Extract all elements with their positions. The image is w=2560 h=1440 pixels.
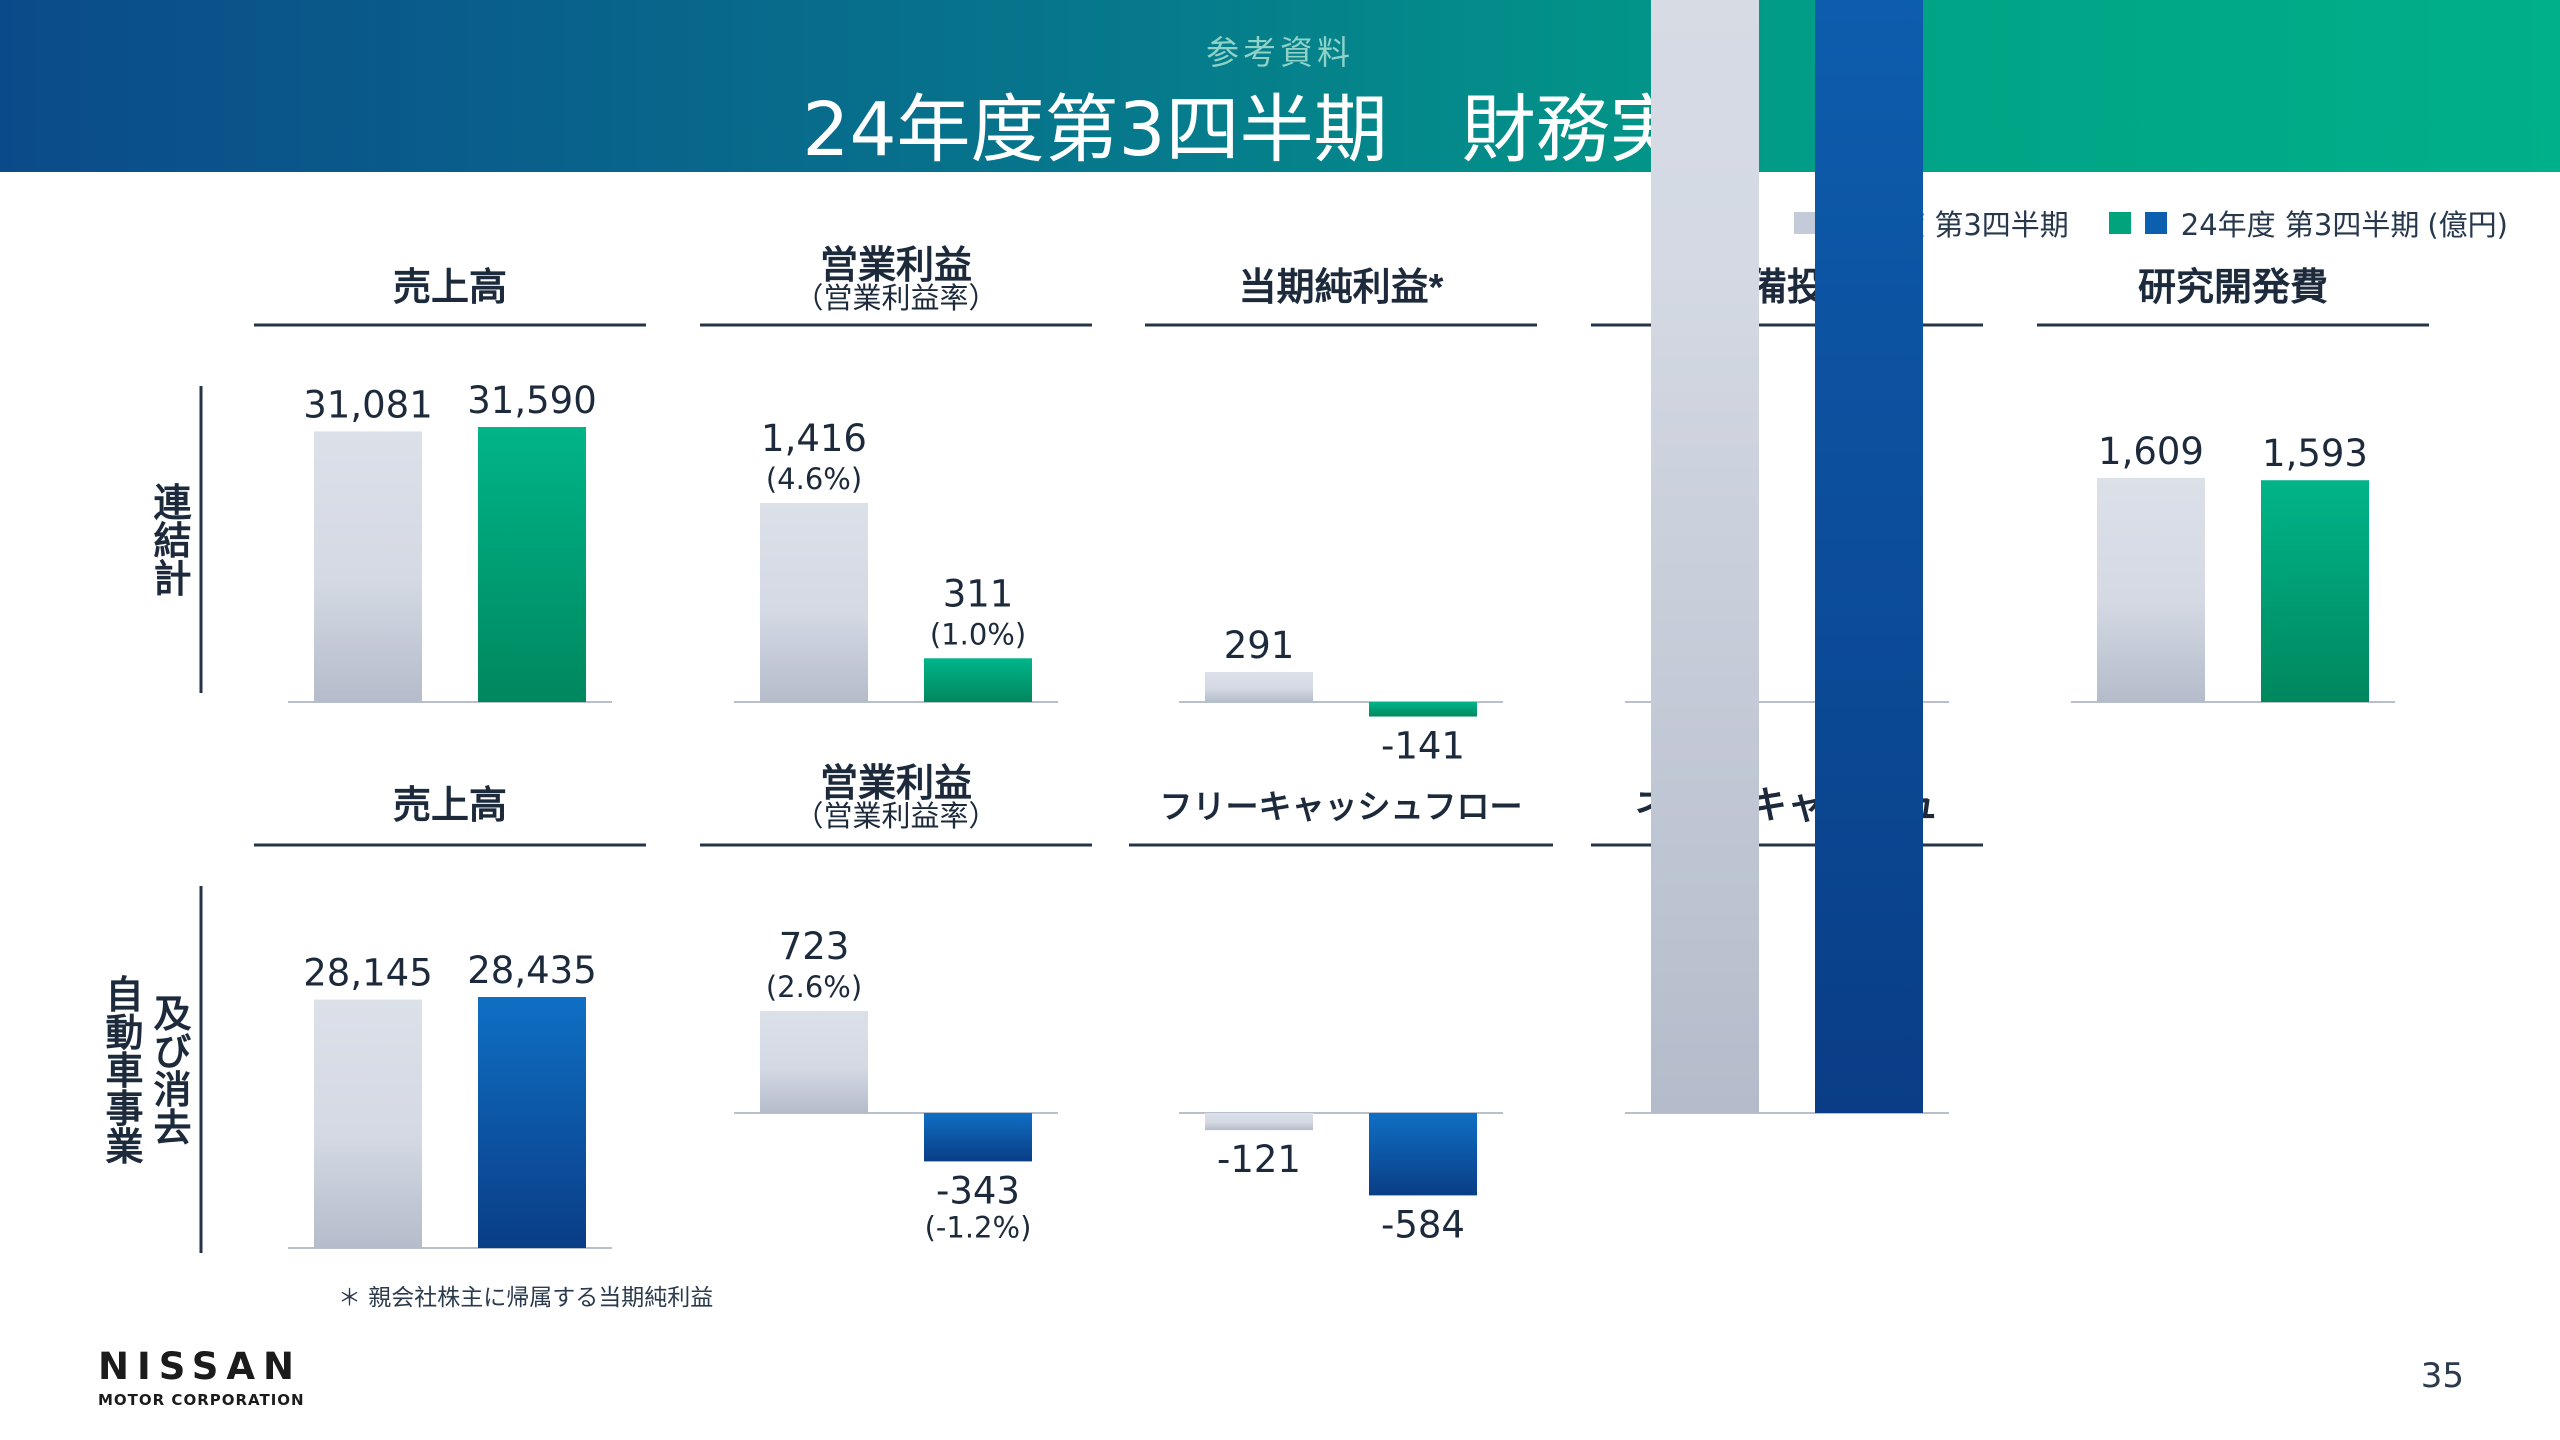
data-label: 31,081 xyxy=(303,383,432,426)
data-label: -584 xyxy=(1381,1203,1465,1246)
legend-unit: (億円) xyxy=(2427,208,2508,242)
bar-curr xyxy=(478,997,586,1248)
data-label-pct: (4.6%) xyxy=(766,462,862,496)
bar-curr xyxy=(1815,0,1923,1113)
data-label: -141 xyxy=(1381,725,1465,768)
page-number: 35 xyxy=(2420,1356,2464,1396)
chart-title: 営業利益 xyxy=(820,245,972,287)
legend-label-curr: 24年度 第3四半期 xyxy=(2180,208,2420,242)
bar-prev xyxy=(314,999,422,1248)
bar-prev xyxy=(2097,478,2205,702)
bar-prev xyxy=(1205,672,1313,702)
chart-title: 売上高 xyxy=(393,785,507,827)
data-label-pct: (2.6%) xyxy=(766,970,862,1004)
data-label: 311 xyxy=(943,572,1014,615)
data-label-pct: (1.0%) xyxy=(930,617,1026,651)
nissan-logo: NISSAN MOTOR CORPORATION xyxy=(98,1348,305,1409)
data-label: -121 xyxy=(1217,1138,1301,1181)
row-label: 及び消去 xyxy=(147,994,191,1146)
data-label: 28,145 xyxy=(303,952,432,995)
row-label: 自動車事業 xyxy=(99,975,143,1165)
bar-prev xyxy=(1651,0,1759,1114)
chart-title: フリーキャッシュフロー xyxy=(1160,788,1523,825)
chart-title: 当期純利益* xyxy=(1239,267,1444,309)
chart-title: 営業利益 xyxy=(820,763,972,805)
logo-wordmark: NISSAN xyxy=(98,1345,302,1388)
chart-title: 売上高 xyxy=(393,267,507,309)
bar-prev xyxy=(1205,1113,1313,1131)
bar-prev xyxy=(314,431,422,702)
data-label: 31,590 xyxy=(467,379,596,422)
bar-curr xyxy=(924,658,1032,702)
data-label: 1,416 xyxy=(761,417,867,460)
bar-curr xyxy=(2261,480,2369,702)
data-label: 291 xyxy=(1224,624,1295,667)
legend-swatch-prev xyxy=(1794,212,1817,234)
bar-curr xyxy=(1369,702,1477,717)
data-label-pct: (-1.2%) xyxy=(925,1210,1032,1244)
bar-curr xyxy=(478,427,586,702)
logo-subtitle: MOTOR CORPORATION xyxy=(98,1391,305,1409)
data-label: 28,435 xyxy=(467,949,596,992)
slide-header: 参考資料 24年度第3四半期 財務実績 xyxy=(0,0,2560,173)
data-label: 723 xyxy=(779,925,850,968)
data-label: 1,593 xyxy=(2262,432,2368,475)
data-label: -343 xyxy=(936,1169,1020,1212)
slide-title: 24年度第3四半期 財務実績 xyxy=(802,87,1758,173)
row-label: 連結計 xyxy=(147,483,191,597)
chart-subtitle: （営業利益率） xyxy=(794,799,997,833)
chart-title: 研究開発費 xyxy=(2138,267,2328,309)
legend-swatch-curr-automotive xyxy=(2144,212,2167,234)
bar-curr xyxy=(924,1113,1032,1162)
bar-prev xyxy=(760,503,868,702)
header-subtitle: 参考資料 xyxy=(1206,33,1354,72)
bar-curr xyxy=(1369,1113,1477,1196)
chart-subtitle: （営業利益率） xyxy=(794,281,997,315)
legend-swatch-curr-consolidated xyxy=(2108,212,2131,234)
bar-prev xyxy=(760,1011,868,1113)
footnote: ＊ 親会社株主に帰属する当期純利益 xyxy=(338,1285,714,1311)
data-label: 1,609 xyxy=(2098,430,2204,473)
